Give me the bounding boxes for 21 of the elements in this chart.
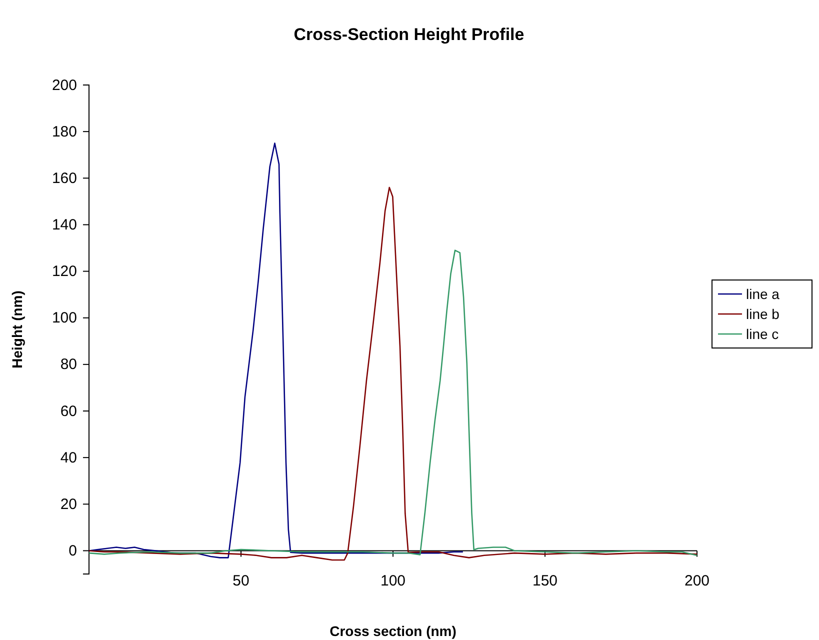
- y-axis-title: Height (nm): [9, 290, 25, 368]
- x-tick-label: 50: [232, 572, 250, 590]
- y-tick-label: 80: [60, 356, 77, 374]
- y-tick-label: 0: [68, 542, 77, 560]
- legend-label: line c: [746, 326, 779, 342]
- y-tick-label: 200: [52, 76, 77, 94]
- y-tick-label: 160: [52, 170, 77, 187]
- chart-title: Cross-Section Height Profile: [294, 25, 524, 44]
- legend-label: line b: [746, 306, 780, 322]
- y-tick-label: 140: [52, 216, 77, 234]
- x-tick-label: 200: [684, 572, 710, 590]
- y-tick-label: 100: [52, 310, 77, 327]
- y-tick-label: 60: [60, 402, 77, 420]
- x-axis-title: Cross section (nm): [330, 623, 456, 639]
- x-tick-label: 100: [380, 572, 406, 590]
- legend-label: line a: [746, 286, 780, 302]
- x-tick-label: 150: [532, 572, 558, 590]
- y-tick-label: 120: [52, 263, 77, 280]
- y-tick-label: 40: [60, 449, 77, 466]
- y-tick-label: 180: [52, 123, 77, 140]
- y-tick-label: 20: [60, 496, 77, 513]
